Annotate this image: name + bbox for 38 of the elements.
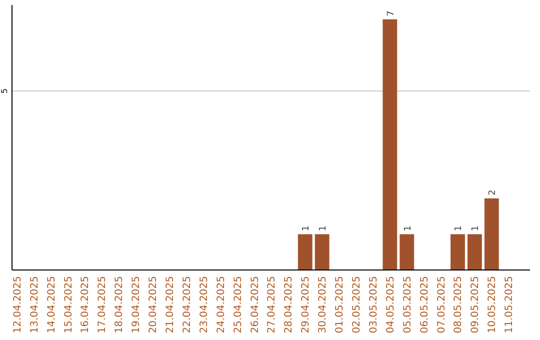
x-tick-label: 04.05.2025 (385, 276, 396, 334)
data-label: 1 (302, 225, 312, 232)
x-tick-label: 29.04.2025 (300, 276, 312, 334)
x-tick-label: 21.04.2025 (164, 276, 176, 334)
x-tick-label: 08.05.2025 (453, 276, 464, 334)
x-tick-label: 26.04.2025 (250, 276, 261, 334)
x-tick-label: 16.04.2025 (80, 276, 92, 334)
x-tick-label: 14.04.2025 (46, 276, 58, 334)
data-label: 1 (471, 225, 482, 232)
x-tick-label: 07.05.2025 (436, 276, 448, 334)
data-label: 1 (318, 225, 329, 232)
x-tick-label: 17.04.2025 (97, 276, 108, 334)
x-tick-label: 18.04.2025 (114, 276, 126, 334)
x-tick-label: 28.04.2025 (284, 276, 295, 334)
x-tick-label: 22.04.2025 (182, 276, 193, 334)
x-tick-label: 10.05.2025 (487, 276, 498, 334)
x-tick-label: 03.05.2025 (368, 276, 380, 334)
x-tick-label: 13.04.2025 (29, 276, 40, 334)
x-tick-label: 30.04.2025 (318, 276, 329, 334)
x-tick-label: 25.04.2025 (232, 276, 244, 334)
x-tick-label: 20.04.2025 (148, 276, 160, 334)
data-label: 7 (386, 10, 396, 16)
x-tick-label: 27.04.2025 (266, 276, 278, 334)
x-tick-label: 23.04.2025 (198, 276, 210, 334)
data-label: 1 (454, 225, 464, 232)
x-tick-label: 11.05.2025 (504, 276, 516, 334)
x-tick-label: 02.05.2025 (352, 276, 363, 334)
x-tick-label: 09.05.2025 (470, 276, 482, 334)
x-tick-label: 01.05.2025 (334, 276, 346, 334)
x-tick-label: 19.04.2025 (131, 276, 142, 334)
x-tick-label: 15.04.2025 (63, 276, 74, 334)
data-label: 2 (488, 190, 498, 196)
x-tick-label: 06.05.2025 (419, 276, 430, 334)
x-tick-label: 24.04.2025 (216, 276, 227, 334)
y-tick-label: 5 (0, 88, 9, 94)
data-label: 1 (403, 225, 414, 232)
x-tick-label: 05.05.2025 (402, 276, 414, 334)
x-tick-label: 12.04.2025 (12, 276, 24, 334)
